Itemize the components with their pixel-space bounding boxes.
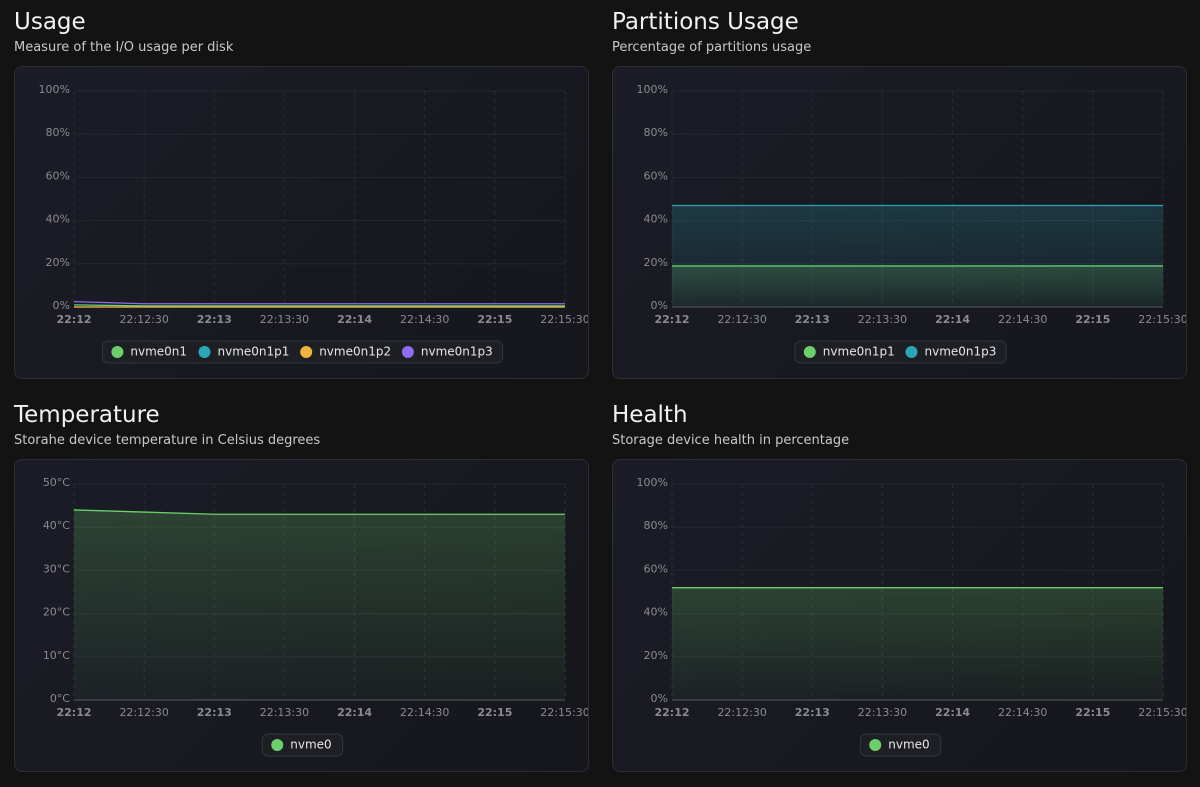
chart-panel: 0% 20% 40% 60% 80% 100% 22:12 22:12:30 22:13 22:1… bbox=[14, 66, 589, 379]
x-tick-label: 22:15 bbox=[1075, 706, 1110, 719]
x-tick-label: 22:14:30 bbox=[400, 313, 449, 326]
y-tick-label: 60% bbox=[644, 562, 668, 575]
x-tick-label: 22:15 bbox=[1075, 313, 1110, 326]
x-tick-label: 22:15:30 bbox=[540, 313, 589, 326]
x-tick-label: 22:15:30 bbox=[1138, 706, 1187, 719]
y-tick-label: 80% bbox=[46, 126, 70, 139]
x-tick-label: 22:14:30 bbox=[998, 313, 1047, 326]
legend-label: nvme0n1p1 bbox=[218, 345, 290, 359]
chart-panel: 0°C 10°C 20°C 30°C 40°C 50°C 22:12 22:12:30 22:1… bbox=[14, 459, 589, 772]
chart-title: Temperature bbox=[14, 402, 160, 428]
chart-panel: 0% 20% 40% 60% 80% 100% 22:12 22:12:30 22:13 22:1… bbox=[612, 459, 1187, 772]
chart: 0% 20% 40% 60% 80% 100% 22:12 22:12:30 22:13 22:1… bbox=[637, 476, 1187, 757]
y-tick-label: 20% bbox=[644, 649, 668, 662]
x-tick-label: 22:14:30 bbox=[998, 706, 1047, 719]
line bbox=[73, 304, 565, 307]
x-tick-label: 22:12:30 bbox=[717, 706, 766, 719]
legend-swatch bbox=[198, 346, 211, 358]
x-tick-label: 22:14 bbox=[935, 706, 970, 719]
x-tick-label: 22:15:30 bbox=[540, 706, 589, 719]
legend-swatch bbox=[401, 346, 414, 358]
legend-label: nvme0 bbox=[290, 738, 331, 752]
y-tick-label: 50°C bbox=[43, 476, 70, 489]
chart-subtitle: Storahe device temperature in Celsius de… bbox=[14, 433, 321, 448]
y-tick-label: 100% bbox=[637, 83, 668, 96]
x-tick-label: 22:13 bbox=[795, 706, 830, 719]
legend-label: nvme0 bbox=[888, 738, 929, 752]
x-tick-label: 22:15 bbox=[477, 706, 512, 719]
chart: 0% 20% 40% 60% 80% 100% 22:12 22:12:30 22:13 22:1… bbox=[637, 83, 1187, 364]
x-tick-label: 22:12 bbox=[56, 706, 91, 719]
y-tick-label: 20% bbox=[644, 256, 668, 269]
x-tick-label: 22:13 bbox=[795, 313, 830, 326]
y-tick-label: 80% bbox=[644, 126, 668, 139]
y-tick-label: 30°C bbox=[43, 562, 70, 575]
area bbox=[74, 509, 565, 700]
legend-label: nvme0n1p3 bbox=[925, 345, 997, 359]
y-tick-label: 10°C bbox=[43, 649, 70, 662]
y-tick-label: 80% bbox=[644, 519, 668, 532]
x-tick-label: 22:15 bbox=[477, 313, 512, 326]
legend-box bbox=[794, 340, 1007, 364]
line bbox=[73, 509, 565, 515]
legend-swatch bbox=[111, 346, 124, 358]
y-tick-label: 60% bbox=[644, 169, 668, 182]
legend-label: nvme0n1p3 bbox=[421, 345, 493, 359]
y-tick-label: 40% bbox=[644, 606, 668, 619]
y-tick-label: 0% bbox=[651, 299, 668, 312]
chart: 0% 20% 40% 60% 80% 100% 22:12 22:12:30 22:13 22:1… bbox=[39, 83, 589, 364]
chart-subtitle: Measure of the I/O usage per disk bbox=[14, 40, 234, 55]
x-tick-label: 22:13:30 bbox=[858, 313, 907, 326]
chart-title: Partitions Usage bbox=[612, 9, 799, 35]
legend-label: nvme0n1p2 bbox=[319, 345, 391, 359]
legend-box bbox=[859, 733, 942, 757]
chart-subtitle: Percentage of partitions usage bbox=[612, 40, 812, 55]
legend-swatch bbox=[271, 739, 284, 751]
legend-swatch bbox=[300, 346, 313, 358]
x-tick-label: 22:13 bbox=[197, 313, 232, 326]
legend-box bbox=[261, 733, 344, 757]
y-tick-label: 100% bbox=[637, 476, 668, 489]
x-tick-label: 22:13:30 bbox=[260, 706, 309, 719]
y-tick-label: 20°C bbox=[43, 606, 70, 619]
area bbox=[672, 205, 1163, 307]
line bbox=[73, 300, 565, 305]
legend-swatch bbox=[803, 346, 816, 358]
y-tick-label: 60% bbox=[46, 169, 70, 182]
y-tick-label: 100% bbox=[39, 83, 70, 96]
y-tick-label: 40°C bbox=[43, 519, 70, 532]
x-tick-label: 22:15:30 bbox=[1138, 313, 1187, 326]
x-tick-label: 22:12 bbox=[654, 706, 689, 719]
x-tick-label: 22:12 bbox=[56, 313, 91, 326]
x-tick-label: 22:14 bbox=[337, 313, 372, 326]
y-tick-label: 40% bbox=[644, 213, 668, 226]
legend-swatch bbox=[905, 346, 918, 358]
area bbox=[672, 587, 1163, 700]
x-tick-label: 22:12:30 bbox=[717, 313, 766, 326]
y-tick-label: 0°C bbox=[50, 692, 70, 705]
chart: 0°C 10°C 20°C 30°C 40°C 50°C 22:12 22:12:30 22:1… bbox=[43, 476, 589, 757]
chart-title: Health bbox=[612, 402, 688, 428]
y-tick-label: 0% bbox=[53, 299, 70, 312]
y-tick-label: 0% bbox=[651, 692, 668, 705]
chart-title: Usage bbox=[14, 9, 86, 35]
x-tick-label: 22:13:30 bbox=[858, 706, 907, 719]
y-tick-label: 40% bbox=[46, 213, 70, 226]
x-tick-label: 22:14:30 bbox=[400, 706, 449, 719]
y-tick-label: 20% bbox=[46, 256, 70, 269]
x-tick-label: 22:13:30 bbox=[260, 313, 309, 326]
x-tick-label: 22:12:30 bbox=[119, 313, 168, 326]
x-tick-label: 22:12:30 bbox=[119, 706, 168, 719]
x-tick-label: 22:14 bbox=[337, 706, 372, 719]
legend-swatch bbox=[869, 739, 882, 751]
x-tick-label: 22:12 bbox=[654, 313, 689, 326]
chart-panel: 0% 20% 40% 60% 80% 100% 22:12 22:12:30 22:13 22:1… bbox=[612, 66, 1187, 379]
legend-label: nvme0n1p1 bbox=[823, 345, 895, 359]
x-tick-label: 22:14 bbox=[935, 313, 970, 326]
chart-subtitle: Storage device health in percentage bbox=[612, 433, 850, 448]
x-tick-label: 22:13 bbox=[197, 706, 232, 719]
legend-label: nvme0n1 bbox=[130, 345, 187, 359]
